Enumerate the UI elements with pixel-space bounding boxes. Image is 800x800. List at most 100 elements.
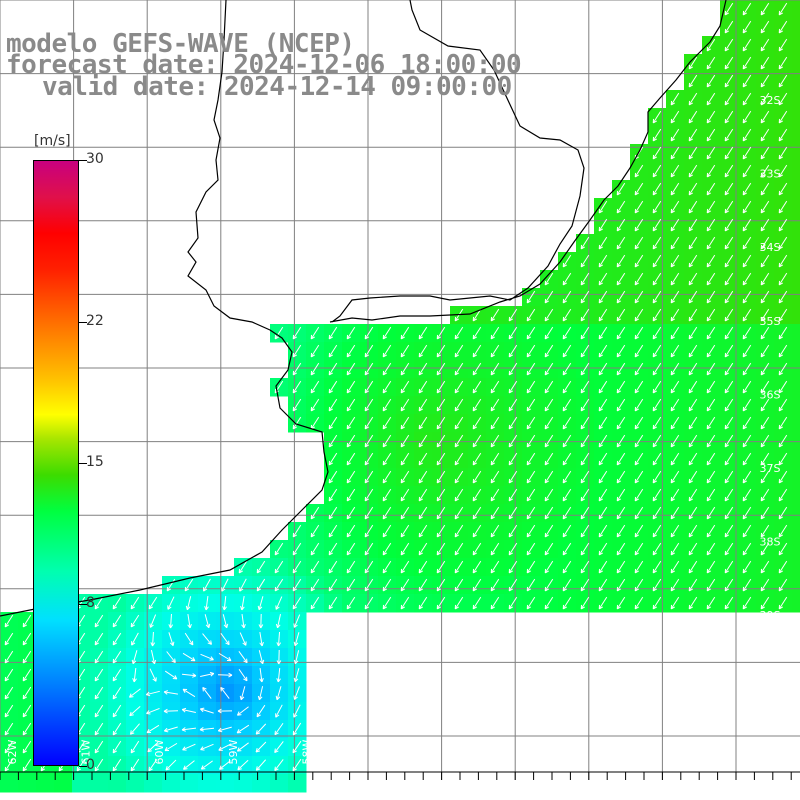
wind-arrow [237,759,249,771]
wind-arrow [274,542,284,556]
wind-arrow [706,254,716,268]
wind-speed-cell [162,774,181,793]
wind-arrow [4,722,14,736]
wind-arrow [217,672,233,678]
wind-arrow [760,488,770,502]
wind-arrow [742,380,752,394]
wind-arrow [526,506,536,520]
wind-arrow [112,686,122,700]
wind-arrow [616,506,626,520]
wind-arrow [217,726,232,733]
wind-arrow [94,704,104,718]
wind-arrow [688,506,698,520]
wind-arrow [4,740,14,754]
wind-arrow [94,668,104,682]
wind-arrow [454,524,464,538]
wind-arrow [706,218,716,232]
lat-label: 33S [760,168,781,181]
wind-arrow [742,596,752,610]
wind-arrow [778,542,788,556]
wind-arrow [688,434,698,448]
wind-arrow [76,758,86,772]
wind-arrow [200,743,214,751]
wind-arrow [760,92,770,106]
wind-arrow [778,398,788,412]
wind-arrow [236,706,249,716]
wind-arrow [706,56,716,70]
wind-arrow [454,560,464,574]
wind-arrow [292,326,302,340]
wind-arrow [328,506,338,520]
wind-arrow [652,488,662,502]
wind-arrow [724,236,734,250]
wind-arrow [130,596,140,610]
wind-arrow [22,614,32,628]
wind-arrow [472,398,482,412]
wind-arrow [346,452,356,466]
wind-arrow [22,650,32,664]
wind-arrow [328,524,338,538]
colorbar-unit: [m/s] [34,133,71,149]
wind-arrow [328,416,338,430]
wind-arrow [382,380,392,394]
wind-arrow [724,2,734,16]
wind-arrow [580,362,590,376]
wind-arrow [182,652,196,662]
wind-arrow [241,613,246,629]
wind-arrow [490,470,500,484]
wind-arrow [544,506,554,520]
wind-speed-cell [792,486,800,505]
wind-speed-cell [216,774,235,793]
wind-arrow [145,690,160,697]
wind-arrow [256,578,266,592]
wind-arrow [742,578,752,592]
wind-arrow [562,560,572,574]
lat-label: 37S [760,462,781,475]
wind-arrow [760,128,770,142]
wind-arrow [706,380,716,394]
wind-arrow [562,290,572,304]
wind-arrow [203,578,211,592]
wind-speed-cell [126,774,145,793]
colorbar [33,160,79,766]
wind-arrow [724,560,734,574]
wind-speed-cell [792,198,800,217]
wind-arrow [418,362,428,376]
wind-speed-cell [792,108,800,127]
wind-arrow [706,236,716,250]
wind-arrow [652,218,662,232]
wind-arrow [760,362,770,376]
wind-arrow [346,560,356,574]
wind-arrow [255,741,267,753]
wind-arrow [706,182,716,196]
wind-arrow [328,326,338,340]
wind-arrow [240,596,245,611]
wind-arrow [454,434,464,448]
wind-speed-cell [270,774,289,793]
wind-arrow [778,434,788,448]
wind-arrow [400,416,410,430]
wind-arrow [742,164,752,178]
wind-arrow [472,506,482,520]
wind-arrow [454,506,464,520]
wind-arrow [598,524,608,538]
wind-arrow [580,254,590,268]
wind-arrow [328,578,338,592]
wind-arrow [670,344,680,358]
wind-arrow [706,362,716,376]
wind-arrow [293,686,300,700]
wind-arrow [130,740,140,754]
wind-arrow [742,272,752,286]
wind-arrow [526,542,536,556]
wind-arrow [742,218,752,232]
wind-arrow [182,743,196,751]
wind-arrow [652,254,662,268]
wind-arrow [598,272,608,286]
wind-arrow [112,650,122,664]
wind-arrow [364,542,374,556]
wind-arrow [580,272,590,286]
wind-arrow [168,613,174,629]
wind-arrow [724,128,734,142]
wind-arrow [292,542,302,556]
wind-arrow [616,380,626,394]
